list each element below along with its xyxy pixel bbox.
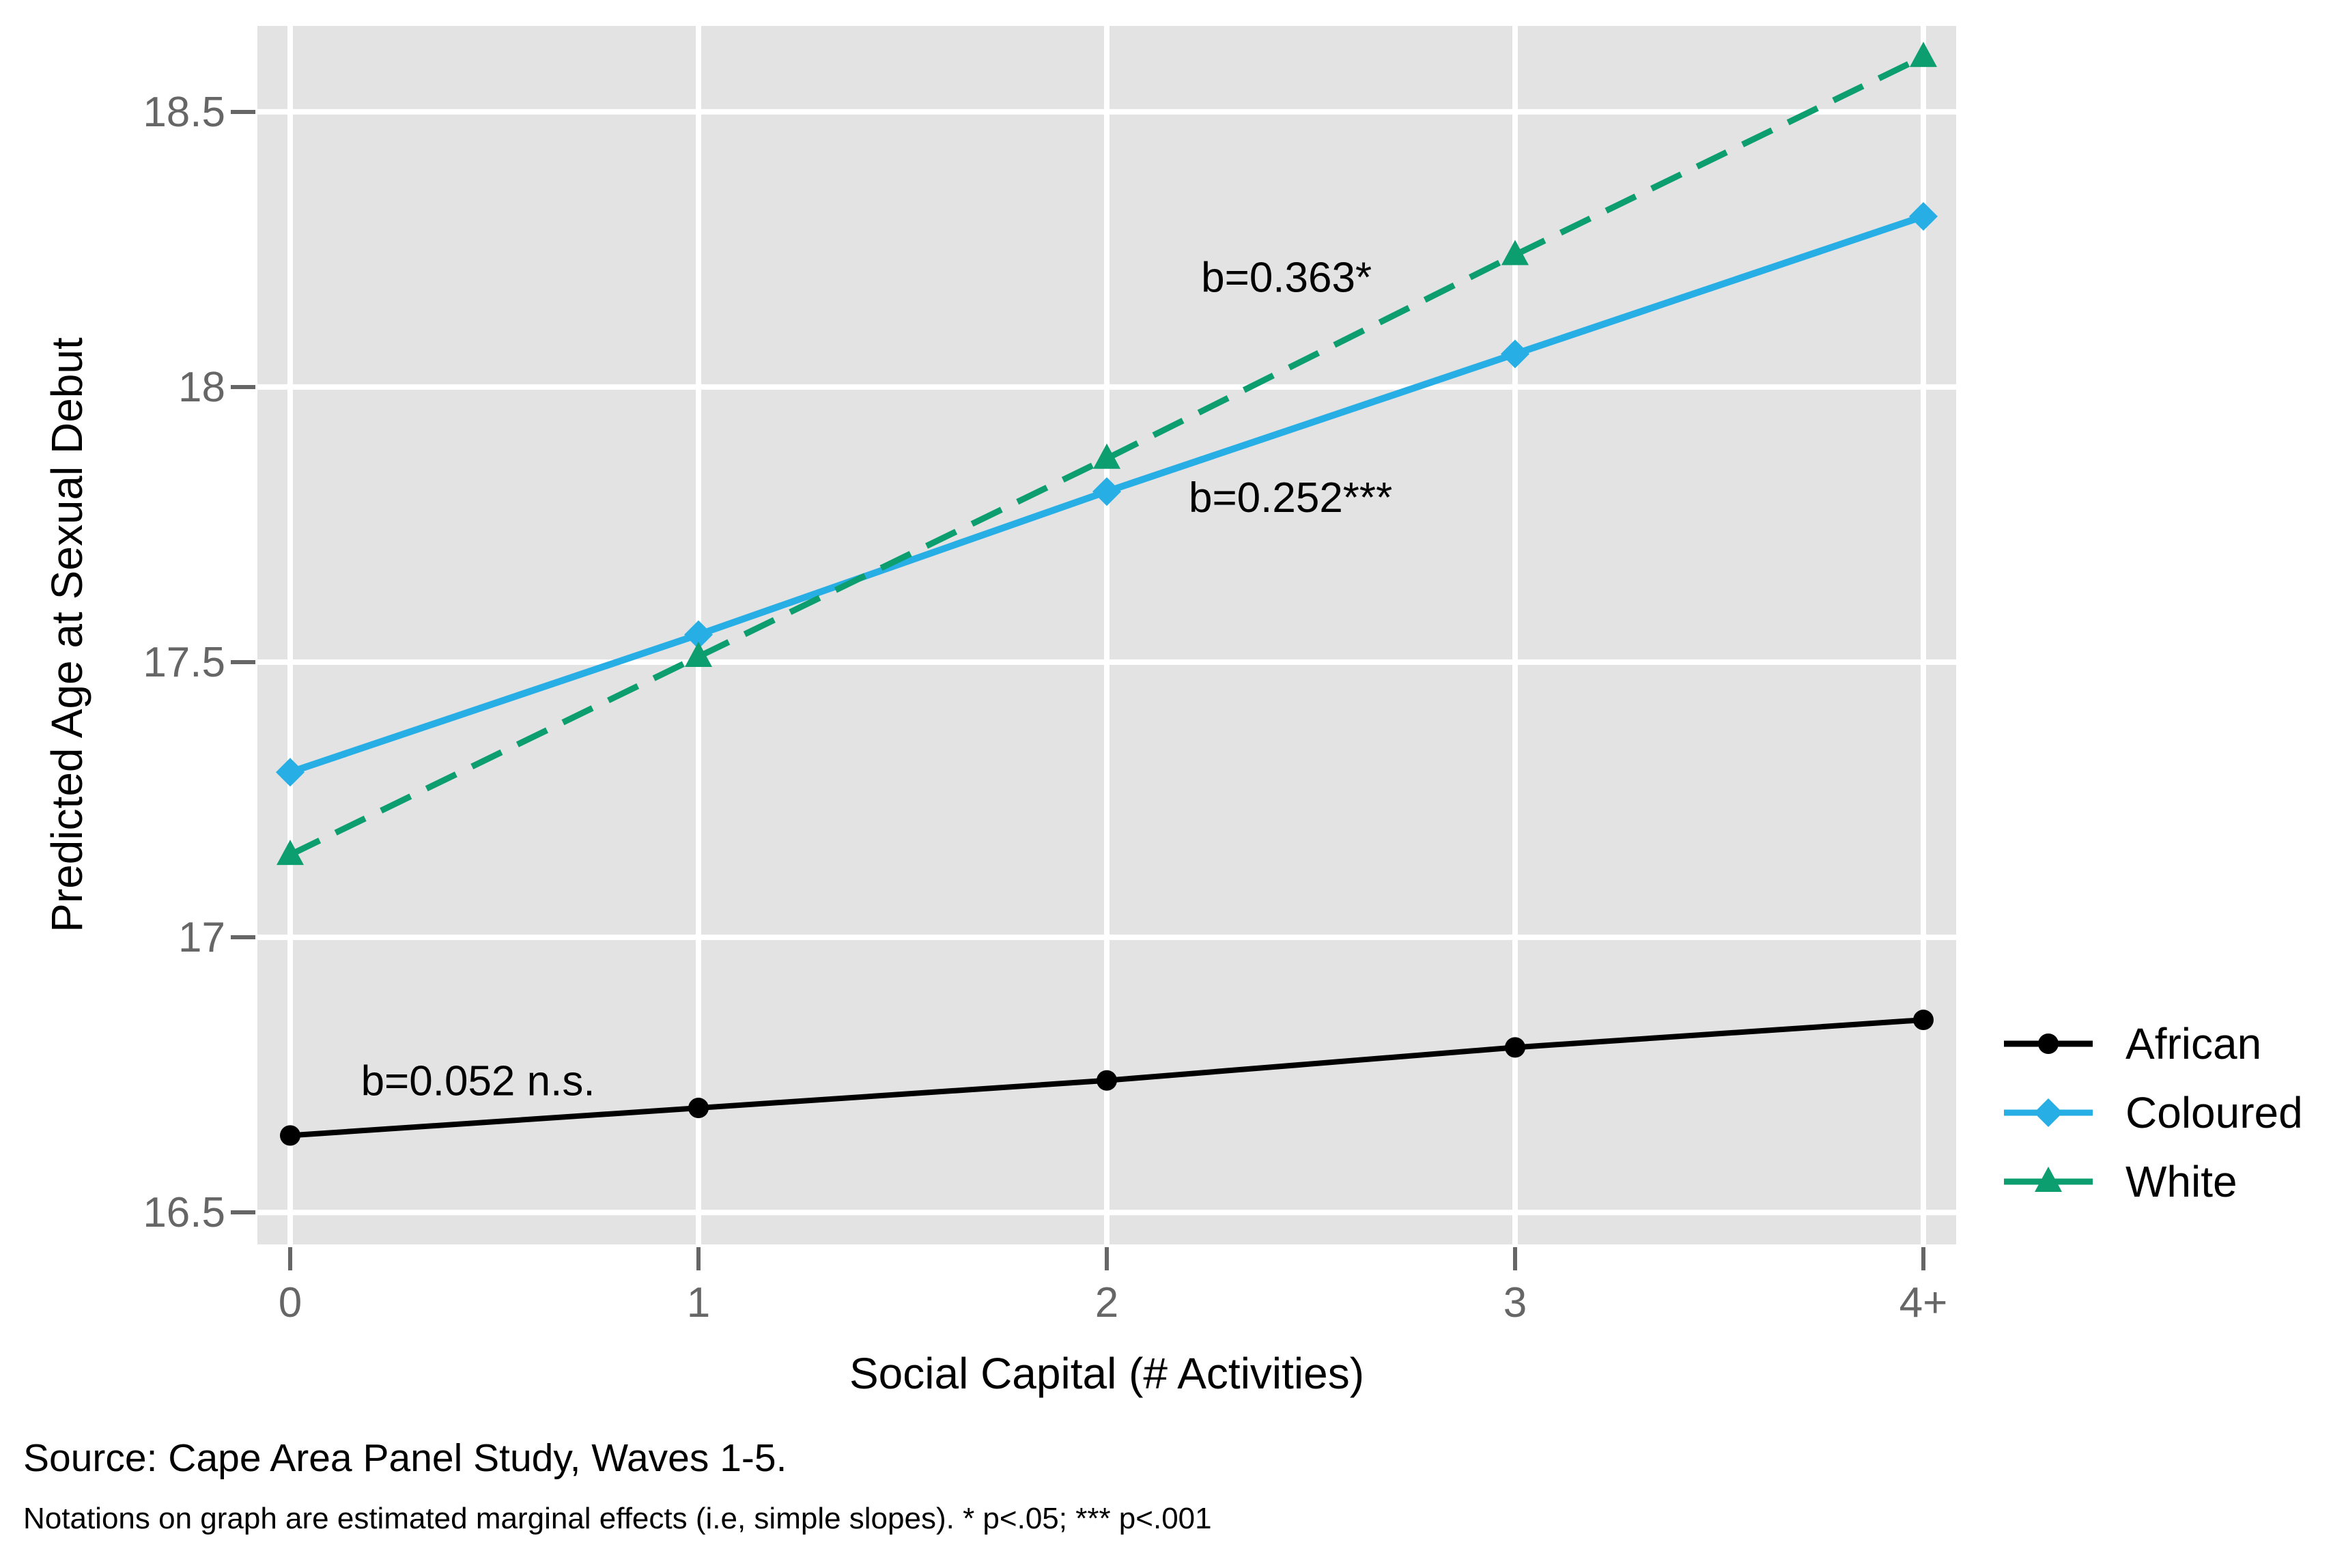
source-text: Source: Cape Area Panel Study, Waves 1-5…: [23, 1436, 787, 1480]
y-tick-mark: [231, 384, 255, 389]
data-point-coloured: [276, 758, 305, 787]
legend-item-coloured: Coloured: [2004, 1078, 2303, 1147]
plot-panel: b=0.363* b=0.252*** b=0.052 n.s.: [257, 26, 1956, 1244]
x-tick-mark: [696, 1247, 701, 1270]
data-point-white: [1910, 42, 1937, 68]
legend-marker: [2034, 1098, 2063, 1127]
circle-marker-icon: [2004, 1033, 2093, 1054]
x-tick-mark: [1105, 1247, 1109, 1270]
x-tick-label: 0: [278, 1279, 302, 1326]
x-tick-mark: [1921, 1247, 1925, 1270]
y-tick-label: 17.5: [143, 639, 225, 686]
note-text: Notations on graph are estimated margina…: [23, 1502, 1212, 1535]
x-tick-label: 2: [1094, 1279, 1119, 1326]
legend-marker: [2038, 1033, 2059, 1054]
data-point-white: [685, 641, 712, 667]
x-tick-label: 4+: [1899, 1279, 1948, 1326]
y-tick-mark: [231, 109, 255, 114]
y-tick-label: 18: [178, 363, 225, 411]
legend: African Coloured White: [2004, 1009, 2303, 1216]
data-point-coloured: [684, 620, 713, 649]
y-tick-mark: [231, 660, 255, 664]
data-point-white: [1501, 240, 1529, 266]
data-point-african: [688, 1098, 709, 1119]
slope-annotation: b=0.252***: [1189, 474, 1392, 522]
x-tick-mark: [288, 1247, 292, 1270]
data-point-african: [1505, 1037, 1525, 1058]
legend-label: Coloured: [2125, 1087, 2303, 1137]
y-tick-label: 18.5: [143, 88, 225, 136]
diamond-marker-icon: [2004, 1098, 2093, 1127]
data-point-african: [1913, 1010, 1934, 1031]
y-tick-mark: [231, 935, 255, 940]
x-axis-title: Social Capital (# Activities): [849, 1349, 1365, 1398]
data-point-coloured: [1909, 201, 1938, 231]
data-point-african: [1097, 1070, 1117, 1091]
legend-marker: [2035, 1166, 2062, 1192]
data-point-coloured: [1501, 339, 1529, 369]
legend-item-african: African: [2004, 1009, 2303, 1078]
legend-item-white: White: [2004, 1147, 2303, 1216]
x-tick-label: 3: [1503, 1279, 1527, 1326]
y-axis-title: Predicted Age at Sexual Debut: [42, 337, 91, 932]
legend-label: White: [2125, 1156, 2237, 1206]
data-point-african: [280, 1125, 300, 1146]
triangle-marker-icon: [2004, 1166, 2093, 1192]
data-point-white: [277, 840, 304, 866]
legend-label: African: [2125, 1018, 2262, 1068]
y-tick-label: 17: [178, 914, 225, 962]
slope-annotation: b=0.052 n.s.: [361, 1058, 595, 1105]
y-tick-label: 16.5: [143, 1189, 225, 1237]
slope-annotation: b=0.363*: [1201, 255, 1372, 302]
x-tick-label: 1: [686, 1279, 711, 1326]
data-point-white: [1093, 443, 1120, 469]
plot-area: b=0.363* b=0.252*** b=0.052 n.s.: [257, 26, 1956, 1244]
data-point-coloured: [1092, 477, 1121, 507]
x-tick-mark: [1513, 1247, 1517, 1270]
y-tick-mark: [231, 1210, 255, 1215]
